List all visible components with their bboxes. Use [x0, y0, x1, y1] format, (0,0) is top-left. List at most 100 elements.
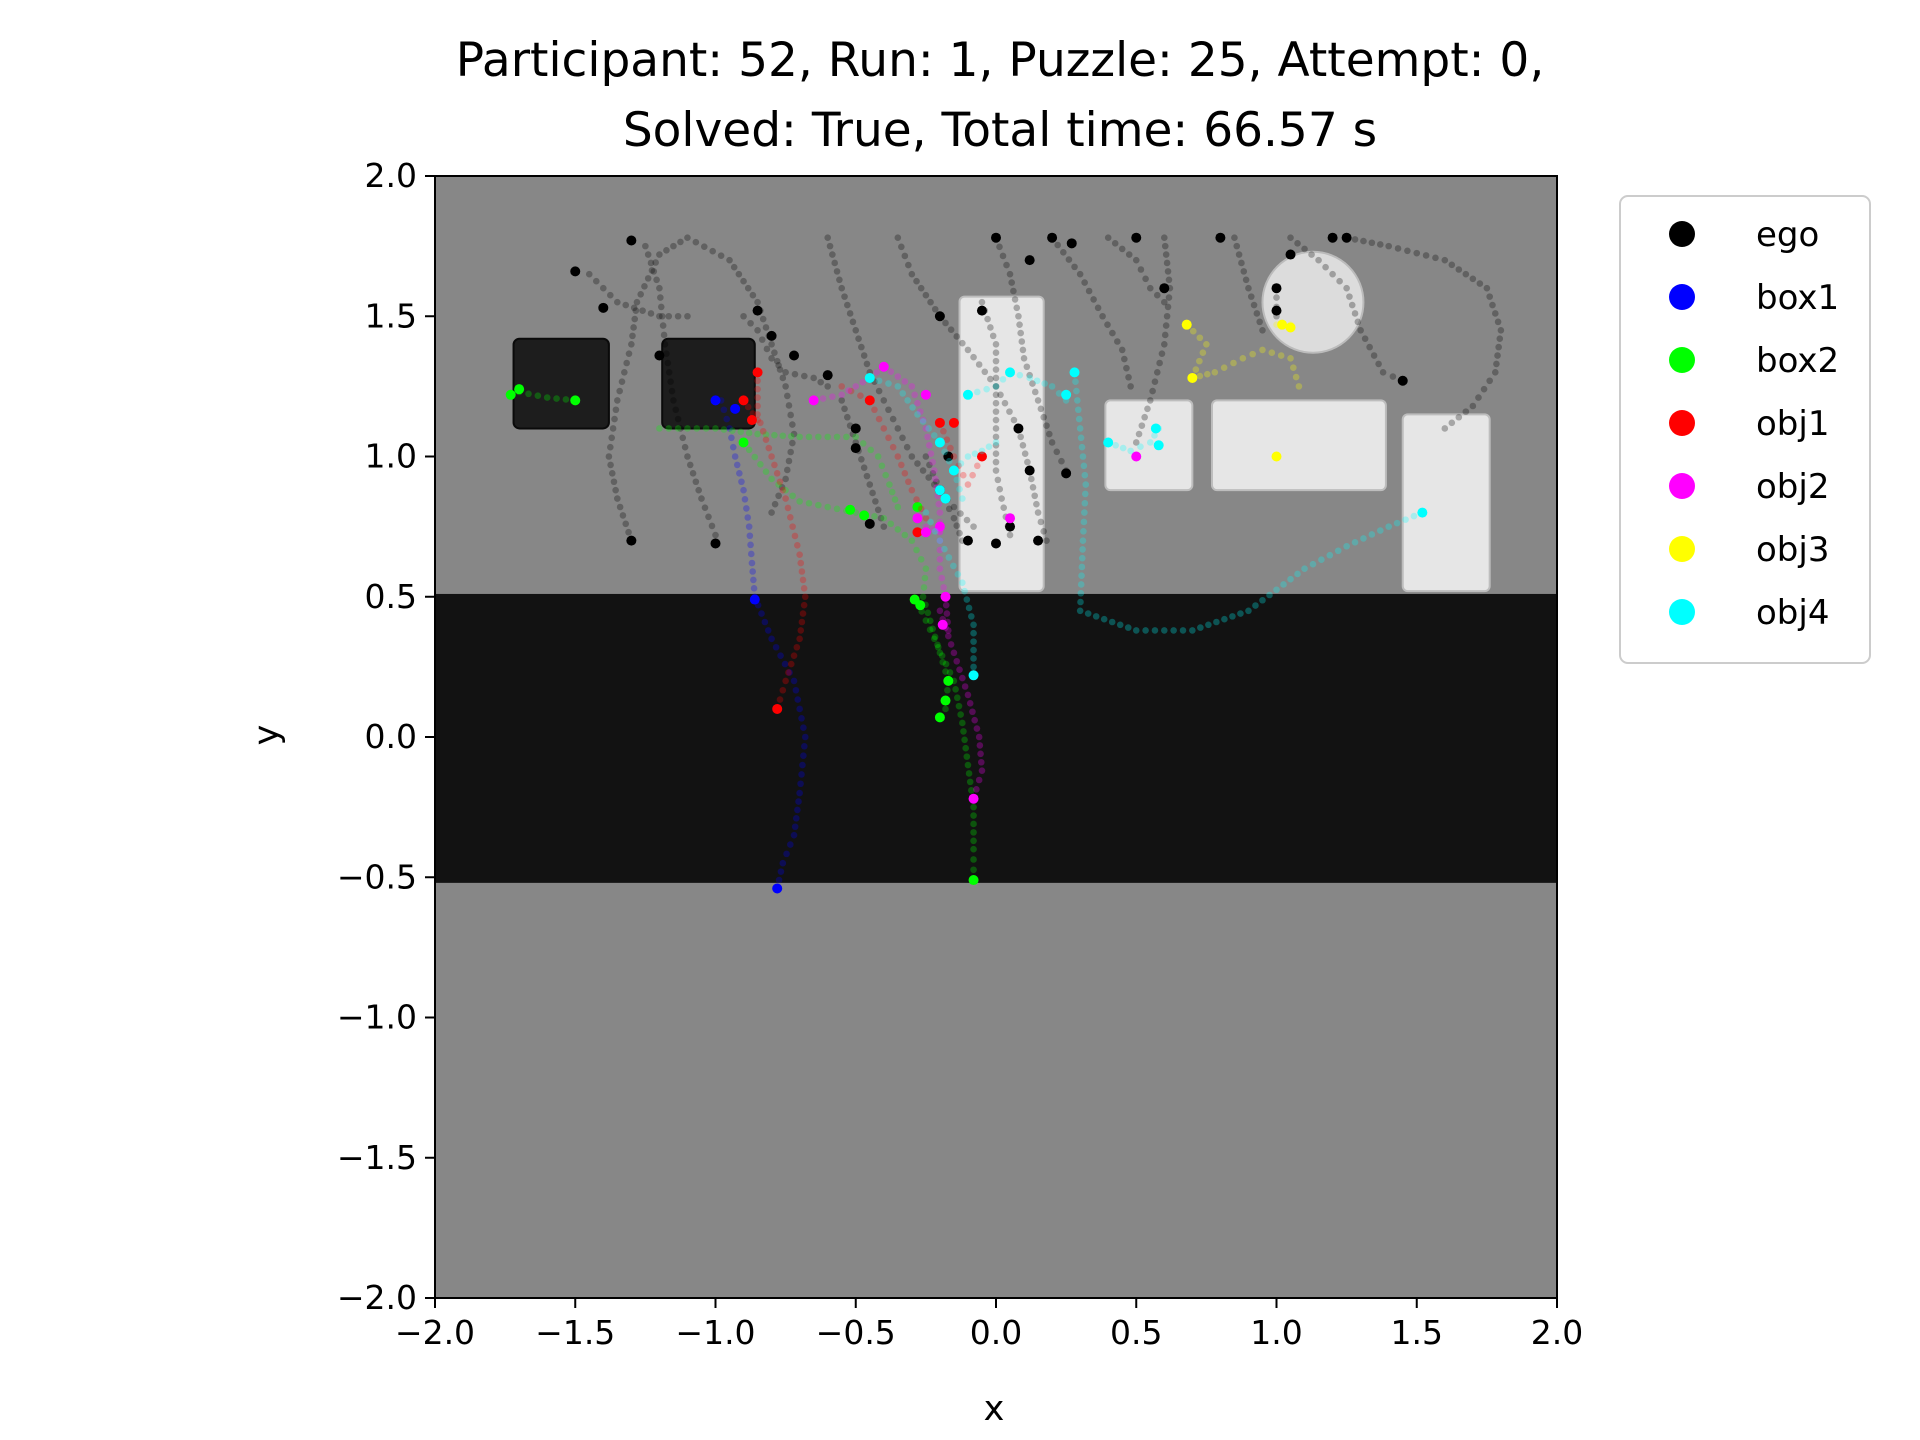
ego-point — [766, 330, 777, 341]
box1-trail-point — [743, 505, 750, 512]
ego-trail-point — [1394, 245, 1402, 252]
ego-trail-point — [1366, 343, 1373, 351]
ego-trail-point — [1242, 276, 1250, 284]
obj2-point — [1005, 513, 1016, 524]
ego-trail-point — [779, 374, 787, 382]
box2-trail-point — [946, 669, 954, 676]
box2-trail-point — [970, 812, 977, 819]
obj2-trail-point — [922, 425, 930, 432]
ego-trail-point — [784, 392, 791, 400]
box2-trail-point — [966, 778, 974, 786]
obj4-trail-point — [894, 383, 902, 390]
obj1-trail-point — [885, 434, 892, 442]
ego-trail-point — [1441, 256, 1449, 264]
obj4-trail-point — [1077, 434, 1085, 442]
ego-trail-point — [877, 514, 885, 522]
box1-trail-point — [746, 532, 754, 540]
ego-trail-point — [992, 399, 1000, 407]
obj4-trail-point — [1410, 512, 1418, 520]
ego-trail-point — [611, 415, 618, 423]
box2-point — [505, 389, 516, 400]
ego-trail-point — [913, 277, 920, 285]
ego-point — [1005, 521, 1016, 532]
obj2-point — [1131, 451, 1142, 462]
ego-point — [934, 311, 945, 322]
box1-trail-point — [800, 724, 807, 731]
ego-trail-point — [768, 355, 775, 362]
ego-trail-point — [789, 421, 796, 428]
x-tick-label: 0.5 — [1110, 1313, 1162, 1352]
obj4-trail-point — [1393, 519, 1401, 527]
obj4-trail-point — [899, 390, 907, 397]
obj1-trail-point — [964, 481, 972, 488]
box2-trail-point — [782, 486, 789, 494]
ego-trail-point — [852, 326, 860, 334]
ego-trail-point — [989, 332, 997, 340]
x-tick-label: 2.0 — [1531, 1313, 1583, 1352]
box2-trail-point — [762, 431, 770, 438]
ego-trail-point — [637, 290, 644, 298]
obj2-trail-point — [940, 584, 947, 591]
ego-trail-point — [922, 291, 930, 299]
ego-trail-point — [824, 234, 831, 242]
ego-trail-point — [1343, 284, 1350, 292]
ego-trail-point — [1132, 256, 1140, 264]
ego-trail-point — [1162, 251, 1170, 258]
obj1-trail-point — [799, 610, 807, 617]
box1-trail-point — [801, 733, 809, 741]
box2-trail-point — [920, 584, 928, 591]
legend-label-ego: ego — [1756, 215, 1819, 255]
ego-trail-point — [775, 362, 782, 369]
obj4-trail-point — [1137, 443, 1144, 450]
obj1-trail-point — [801, 593, 809, 601]
obj4-trail-point — [1368, 531, 1376, 538]
ego-trail-point — [641, 283, 648, 290]
ego-trail-point — [740, 277, 747, 285]
obj1-point — [864, 395, 875, 406]
ego-trail-point — [1162, 322, 1170, 329]
box2-trail-point — [894, 526, 902, 533]
ego-trail-point — [874, 506, 882, 514]
ego-trail-point — [663, 350, 670, 357]
box2-trail-point — [970, 829, 977, 836]
ego-trail-point — [1475, 394, 1482, 401]
box2-trail-point — [824, 433, 831, 441]
ego-trail-point — [782, 383, 789, 390]
obj4-trail-point — [1026, 374, 1033, 382]
ego-point — [570, 266, 581, 277]
obj1-point — [738, 395, 749, 406]
obj3-point — [1271, 451, 1282, 462]
obj4-trail-point — [1259, 596, 1266, 604]
ego-trail-point — [987, 324, 994, 331]
box2-trail-point — [891, 496, 899, 503]
box1-trail-point — [748, 559, 756, 567]
legend-marker-obj2 — [1669, 473, 1695, 499]
obj2-trail-point — [936, 556, 944, 563]
ego-trail-point — [1441, 425, 1449, 432]
box2-trail-point — [543, 394, 551, 401]
ego-trail-point — [1346, 293, 1353, 300]
x-tick-label: 1.5 — [1391, 1313, 1443, 1352]
obj4-trail-point — [1081, 471, 1089, 479]
ego-trail-point — [1164, 303, 1172, 311]
ego-trail-point — [608, 470, 616, 477]
box2-trail-point — [953, 694, 961, 702]
ego-trail-point — [622, 301, 630, 309]
ego-trail-point — [1006, 270, 1014, 278]
obj2-trail-point — [859, 378, 867, 386]
obj4-trail-point — [1078, 563, 1086, 571]
ego-point — [850, 423, 861, 434]
ego-point — [1033, 535, 1044, 546]
ego-trail-point — [625, 528, 632, 536]
box1-trail-point — [744, 514, 752, 521]
ego-trail-point — [1016, 321, 1023, 328]
ego-trail-point — [659, 322, 667, 329]
obj1-trail-point — [940, 427, 947, 435]
obj4-trail-point — [1197, 624, 1204, 631]
ego-point — [1271, 283, 1282, 294]
obj4-trail-point — [1287, 575, 1294, 583]
ego-trail-point — [1462, 270, 1470, 278]
ego-trail-point — [791, 370, 799, 378]
obj2-trail-point — [942, 601, 950, 609]
box1-trail-point — [750, 576, 757, 584]
